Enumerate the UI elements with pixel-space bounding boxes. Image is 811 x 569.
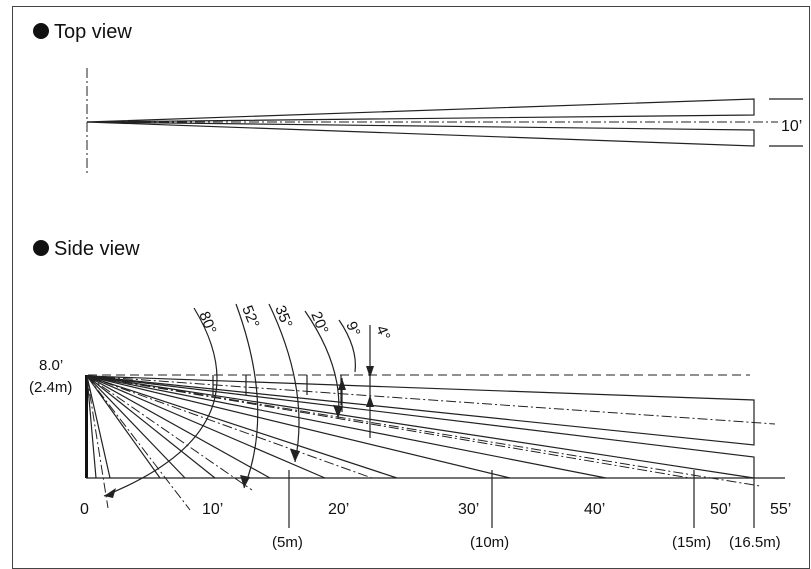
beam-20-lower (86, 375, 216, 479)
feet-tick-label: 40’ (584, 501, 605, 518)
side-view: Side view 8.0’ (2.4m) (29, 238, 791, 551)
angle-arcs (103, 303, 374, 498)
feet-labels: 0 10’ 20’ 30’ 40’ 50’ 55’ (80, 501, 791, 518)
beam-long (86, 375, 755, 479)
beam-long-center (86, 375, 761, 487)
beam-20-center (86, 375, 253, 491)
angle-label-20: 20° (307, 309, 331, 336)
beam-35-upper (86, 375, 398, 479)
beam-mid-upper (86, 375, 607, 479)
top-view: Top view 10’ (33, 21, 803, 174)
arrowhead-icon (104, 488, 116, 498)
beam-far-center (86, 375, 776, 425)
feet-tick-label: 0 (80, 501, 89, 518)
angle-label-9: 9° (342, 319, 363, 339)
meter-tick-label: (16.5m) (729, 534, 781, 551)
mount-height-ft: 8.0’ (39, 357, 63, 374)
top-width-label: 10’ (781, 118, 802, 135)
arc-52 (235, 303, 259, 489)
beam-near-center (86, 375, 191, 511)
feet-tick-label: 20’ (328, 501, 349, 518)
feet-tick-label: 10’ (202, 501, 223, 518)
meter-tick-label: (5m) (272, 534, 303, 551)
feet-tick-label: 55’ (770, 501, 791, 518)
arrowhead-icon (240, 475, 250, 488)
angle-label-35: 35° (271, 303, 295, 330)
mounting-wall (85, 375, 88, 478)
arc-35 (268, 303, 300, 463)
meter-tick-label: (15m) (672, 534, 711, 551)
beam-near-upper (86, 375, 186, 479)
meter-tick-label: (10m) (470, 534, 509, 551)
angle-label-52: 52° (238, 303, 262, 330)
bullet-icon (33, 240, 49, 256)
beam-35-lower (86, 375, 326, 479)
arrowhead-icon (333, 405, 343, 418)
meter-labels: (5m) (10m) (15m) (16.5m) (272, 534, 781, 551)
arrowhead-icon (338, 378, 346, 390)
side-view-title: Side view (54, 238, 140, 260)
feet-tick-label: 30’ (458, 501, 479, 518)
distance-ticks (288, 470, 755, 528)
arrowhead-icon (366, 366, 374, 378)
feet-tick-label: 50’ (710, 501, 731, 518)
beam-near-lower (86, 375, 161, 479)
side-beams (86, 375, 776, 511)
arc-80 (103, 307, 218, 497)
top-beam-lower (86, 121, 755, 147)
mount-height-m: (2.4m) (29, 379, 72, 396)
beam-steep-upper (86, 375, 111, 479)
diagram-border (12, 6, 810, 569)
beam-steep-lower (86, 375, 97, 479)
arrowhead-icon (366, 395, 374, 407)
top-view-title: Top view (54, 21, 132, 43)
bullet-icon (33, 23, 49, 39)
angle-label-80: 80° (195, 309, 219, 336)
beam-far (86, 375, 755, 446)
arc-9 (338, 319, 357, 373)
beam-35-center (86, 375, 373, 479)
arrowhead-icon (290, 449, 300, 462)
beam-20-upper (86, 375, 271, 479)
beam-mid-center (86, 375, 691, 479)
beam-steep-center (86, 375, 109, 509)
angle-label-4: 4° (372, 323, 393, 343)
top-beam-upper (86, 98, 755, 123)
angle-labels: 80° 52° 35° 20° 9° 4° (195, 303, 393, 343)
